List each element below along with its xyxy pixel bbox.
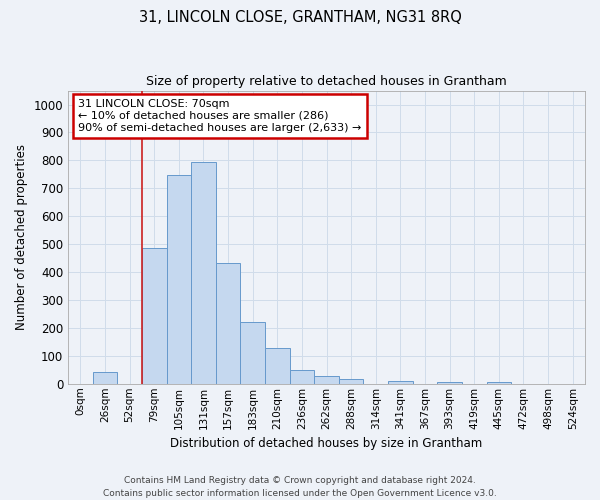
- Text: 31, LINCOLN CLOSE, GRANTHAM, NG31 8RQ: 31, LINCOLN CLOSE, GRANTHAM, NG31 8RQ: [139, 10, 461, 25]
- Bar: [216, 262, 241, 384]
- Bar: [167, 174, 191, 384]
- Bar: [314, 376, 339, 384]
- Bar: [339, 379, 364, 384]
- Y-axis label: Number of detached properties: Number of detached properties: [15, 144, 28, 330]
- Text: Contains HM Land Registry data © Crown copyright and database right 2024.
Contai: Contains HM Land Registry data © Crown c…: [103, 476, 497, 498]
- Bar: [241, 322, 265, 384]
- Bar: [191, 162, 216, 384]
- Bar: [142, 248, 167, 384]
- Bar: [388, 382, 413, 384]
- Bar: [265, 348, 290, 384]
- Bar: [290, 370, 314, 384]
- Bar: [487, 382, 511, 384]
- Bar: [437, 382, 462, 384]
- Bar: [92, 372, 117, 384]
- Text: 31 LINCOLN CLOSE: 70sqm
← 10% of detached houses are smaller (286)
90% of semi-d: 31 LINCOLN CLOSE: 70sqm ← 10% of detache…: [79, 100, 362, 132]
- X-axis label: Distribution of detached houses by size in Grantham: Distribution of detached houses by size …: [170, 437, 482, 450]
- Title: Size of property relative to detached houses in Grantham: Size of property relative to detached ho…: [146, 75, 507, 88]
